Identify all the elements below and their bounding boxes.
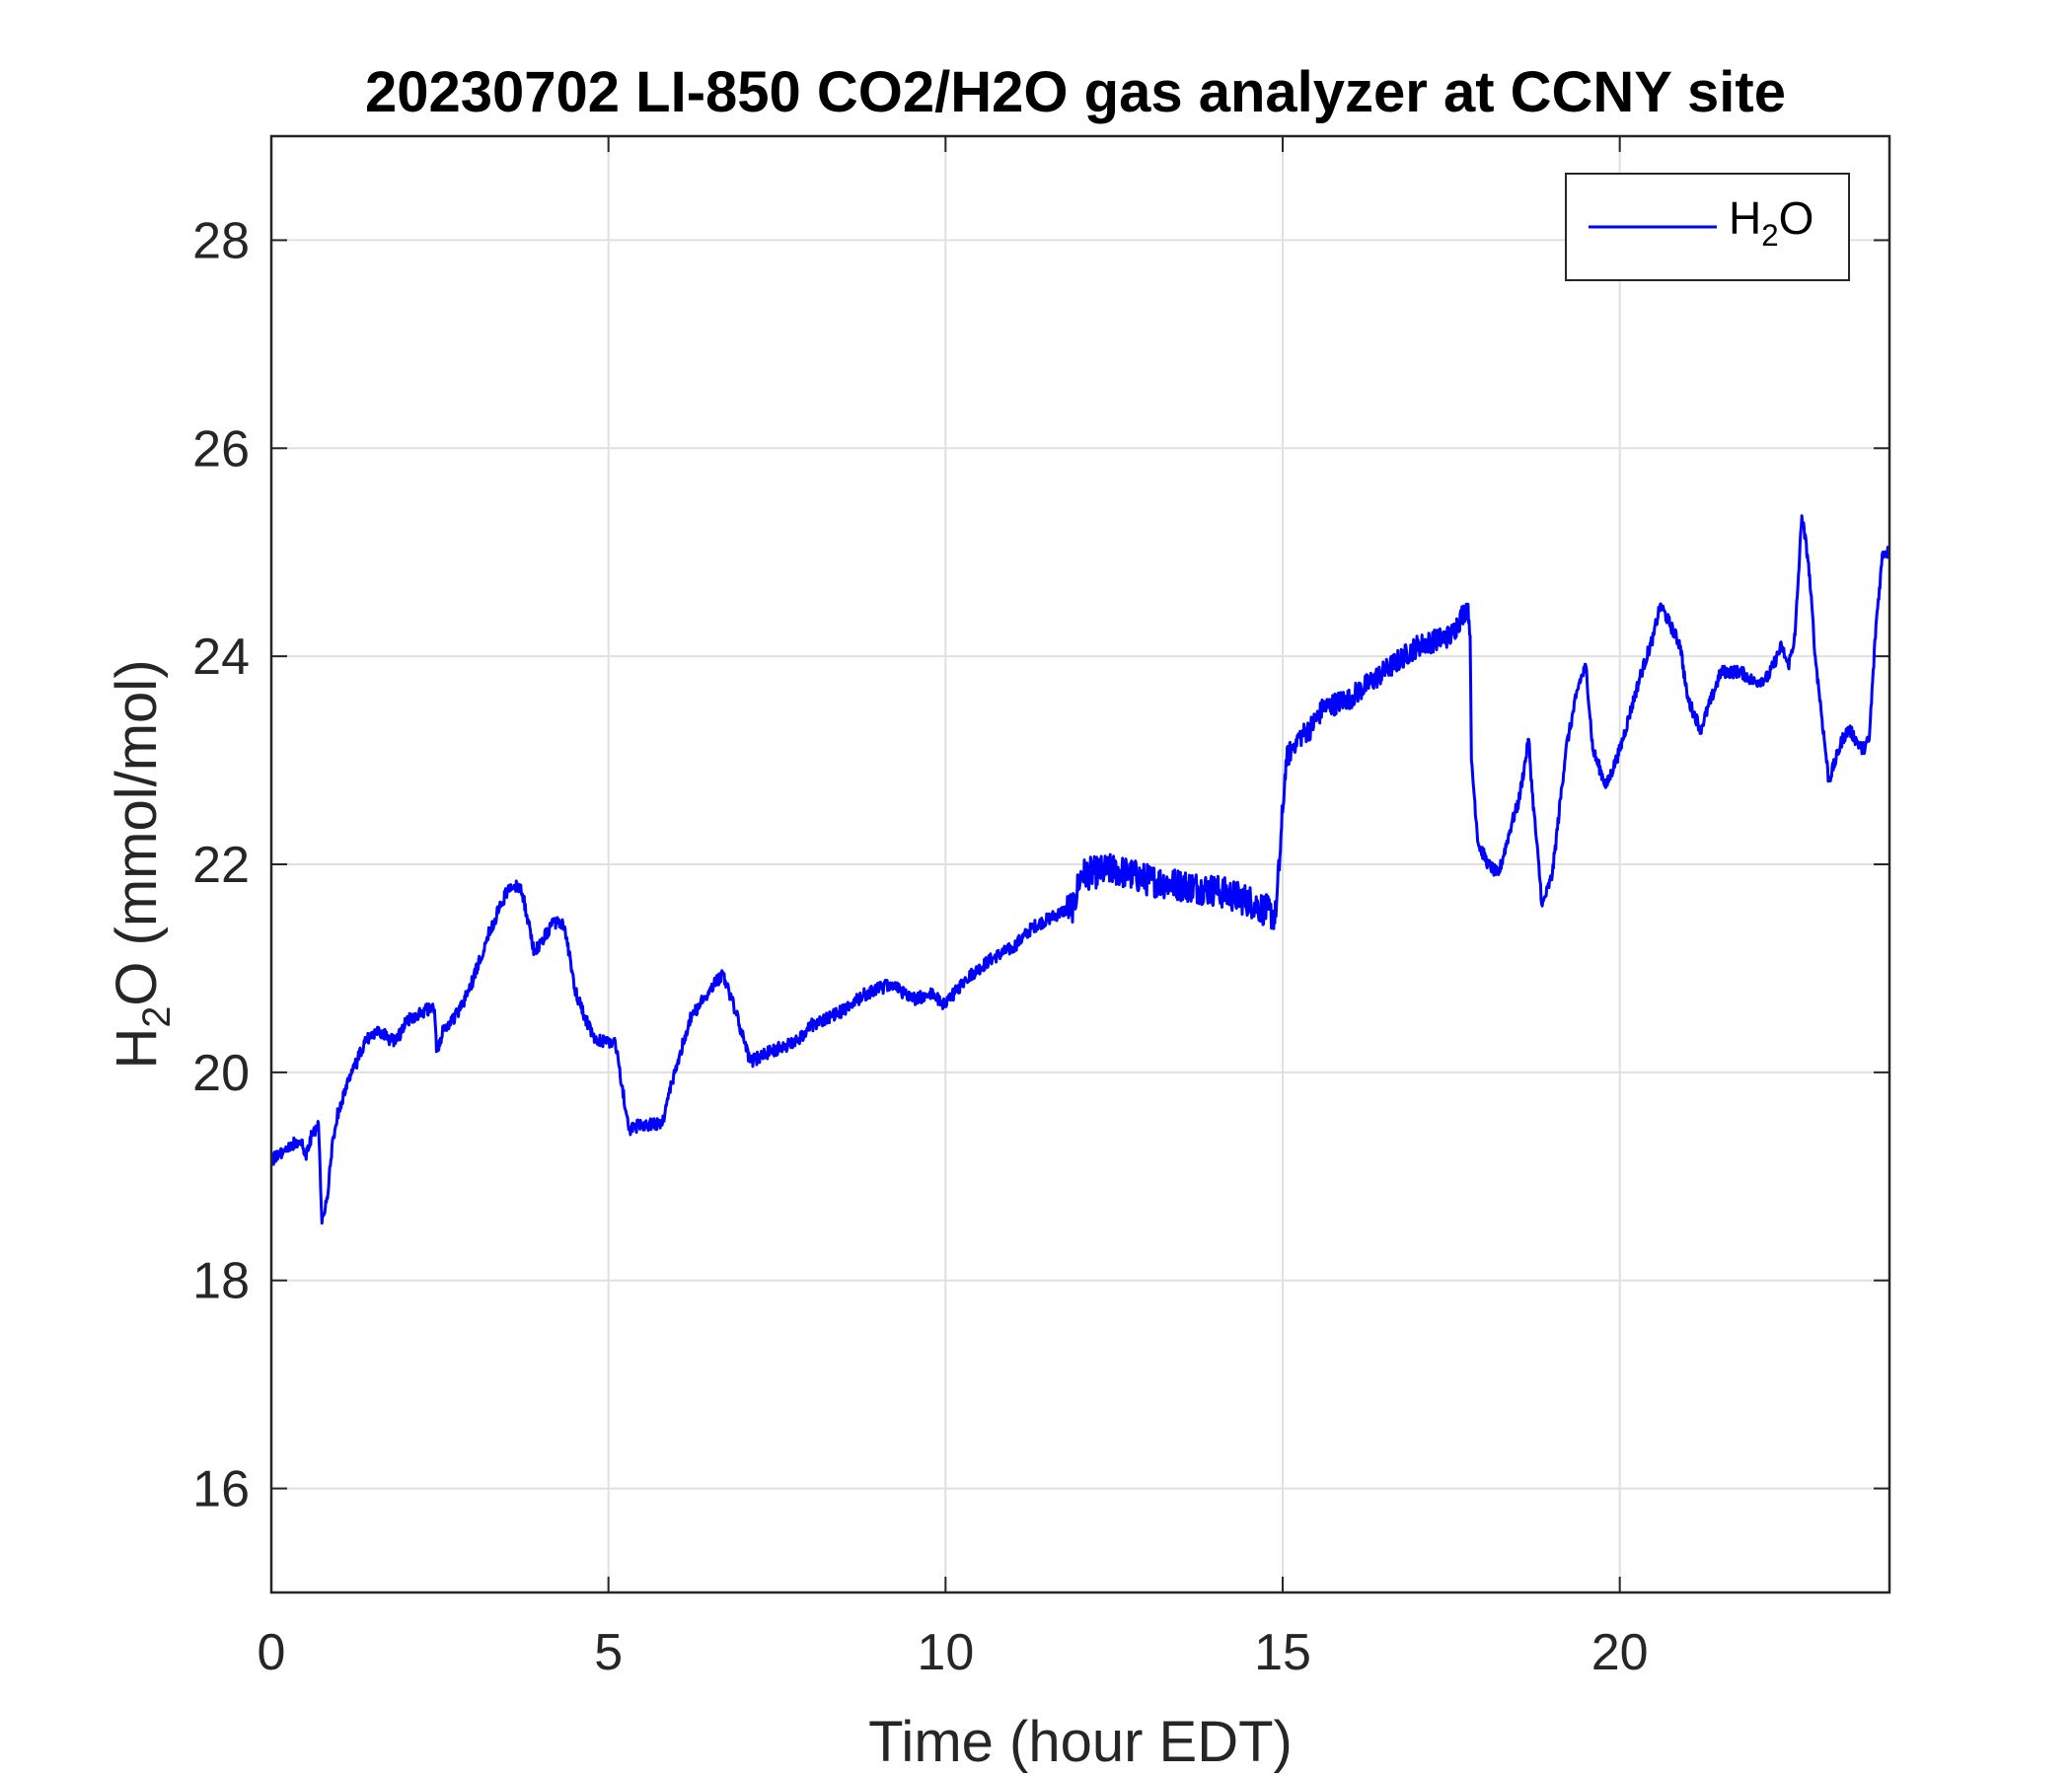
legend-label-suffix: O xyxy=(1779,192,1814,244)
grid-lines xyxy=(270,136,1889,1592)
y-axis-label-suffix: O (mmol/mol) xyxy=(105,659,169,1005)
series-line-h2o xyxy=(271,514,1889,1225)
x-axis-label: Time (hour EDT) xyxy=(868,1710,1293,1774)
y-tick-label: 24 xyxy=(192,629,250,686)
legend-label-subscript: 2 xyxy=(1761,218,1778,253)
y-tick-label: 26 xyxy=(192,420,250,478)
y-tick-label: 16 xyxy=(192,1461,250,1518)
legend-label-prefix: H xyxy=(1729,192,1761,244)
x-tick-label: 15 xyxy=(1254,1624,1311,1681)
legend: H2O xyxy=(1565,173,1850,281)
y-axis-label-subscript: 2 xyxy=(135,1006,179,1028)
legend-entry-h2o: H2O xyxy=(1729,192,1813,253)
plot-area xyxy=(269,134,1891,1594)
y-tick-label: 22 xyxy=(192,837,250,894)
x-tick-label: 0 xyxy=(258,1624,286,1681)
y-tick-label: 28 xyxy=(192,212,250,269)
y-tick-labels: 16 18 20 22 24 26 28 xyxy=(192,212,250,1517)
y-tick-label: 18 xyxy=(192,1253,250,1310)
x-tick-label: 5 xyxy=(594,1624,623,1681)
axis-ticks xyxy=(270,136,1889,1592)
x-tick-label: 20 xyxy=(1591,1624,1649,1681)
series-layer xyxy=(271,514,1889,1225)
plot-frame xyxy=(269,134,1891,1594)
x-tick-label: 10 xyxy=(917,1624,974,1681)
y-axis-label: H2O (mmol/mol) xyxy=(105,659,179,1069)
y-tick-label: 20 xyxy=(192,1045,250,1102)
y-axis-label-prefix: H xyxy=(105,1028,169,1070)
x-tick-labels: 0 5 10 15 20 xyxy=(258,1624,1649,1681)
chart-title: 20230702 LI-850 CO2/H2O gas analyzer at … xyxy=(365,60,1786,124)
